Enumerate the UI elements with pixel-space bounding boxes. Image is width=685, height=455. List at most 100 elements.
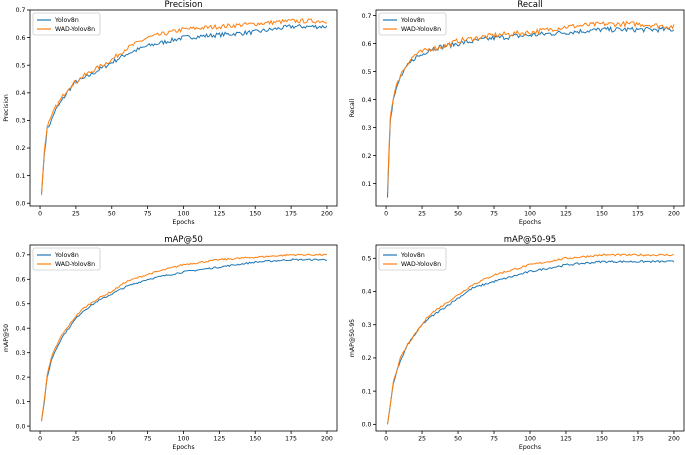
y-tick-label: 0.1	[16, 173, 26, 180]
y-axis-label: mAP@50	[2, 324, 10, 352]
y-tick-label: 0.5	[16, 62, 26, 69]
plot-frame	[29, 244, 338, 432]
y-tick-label: 0.6	[362, 41, 372, 48]
y-tick-label: 0.7	[362, 13, 372, 20]
y-tick-label: 0.2	[16, 374, 26, 381]
x-tick-label: 200	[321, 436, 333, 443]
x-tick-label: 0	[38, 211, 42, 218]
x-tick-label: 75	[490, 211, 498, 218]
x-tick-label: 150	[596, 211, 608, 218]
y-tick-label: 0.5	[16, 301, 26, 308]
plot-frame	[375, 9, 685, 207]
chart-title: mAP@50	[164, 235, 203, 245]
y-tick-label: 0.5	[362, 69, 372, 76]
y-tick-label: 0.3	[362, 322, 372, 329]
y-tick-label: 0.0	[16, 200, 26, 207]
chart-panel-3: mAP@50 0 25 50 75 100 125 150 175 200 0.0 0.1 0.2 0.3…	[2, 235, 338, 451]
series-line-yolov8n	[387, 25, 675, 198]
y-tick-label: 0.1	[362, 181, 372, 188]
x-tick-label: 125	[560, 211, 572, 218]
x-tick-label: 150	[596, 436, 608, 443]
y-tick-label: 0.6	[16, 276, 26, 283]
x-tick-label: 50	[108, 436, 116, 443]
legend-label-wad-yolov8n: WAD-Yolov8n	[401, 261, 441, 268]
legend-label-yolov8n: Yolov8n	[400, 252, 425, 259]
x-tick-label: 175	[632, 211, 644, 218]
series-line-yolov8n	[387, 260, 675, 425]
y-tick-label: 0.5	[362, 255, 372, 262]
series-line-wad-yolov8n	[387, 253, 674, 425]
series-line-wad-yolov8n	[40, 18, 327, 195]
legend-label-yolov8n: Yolov8n	[54, 252, 79, 259]
plot-frame	[29, 9, 338, 207]
y-tick-label: 0.7	[16, 252, 26, 259]
x-tick-label: 25	[72, 211, 80, 218]
chart-panel-1: Precision 0 25 50 75 100 125 150 175 200 0.0 0.1 0.2…	[3, 0, 338, 226]
x-tick-label: 0	[384, 436, 388, 443]
y-tick-label: 0.4	[362, 97, 372, 104]
chart-title: mAP@50-95	[504, 235, 556, 245]
y-tick-label: 0.4	[16, 90, 26, 97]
y-tick-label: 0.2	[362, 153, 372, 160]
y-tick-label: 0.0	[362, 422, 372, 429]
legend-label-yolov8n: Yolov8n	[54, 17, 79, 24]
x-axis-label: Epochs	[519, 444, 541, 451]
x-tick-label: 150	[249, 436, 261, 443]
y-axis-label: mAP@50-95	[348, 319, 356, 357]
x-tick-label: 75	[144, 211, 152, 218]
x-tick-label: 125	[213, 211, 225, 218]
y-tick-label: 0.1	[16, 399, 26, 406]
plot-frame	[375, 244, 685, 432]
legend-label-yolov8n: Yolov8n	[400, 17, 425, 24]
y-tick-label: 0.1	[362, 388, 372, 395]
series-line-yolov8n	[40, 258, 328, 422]
y-tick-label: 0.3	[16, 350, 26, 357]
x-axis-label: Epochs	[172, 444, 194, 451]
x-tick-label: 25	[72, 436, 80, 443]
chart-panel-2: Recall 0 25 50 75 100 125 150 175 200 0.1 0.2 0.3 0.4…	[349, 0, 685, 226]
x-tick-label: 75	[490, 436, 498, 443]
y-tick-label: 0.7	[16, 7, 26, 14]
x-tick-label: 200	[668, 436, 680, 443]
y-axis-label: Recall	[349, 98, 356, 117]
chart-title: Precision	[165, 0, 203, 10]
x-tick-label: 150	[249, 211, 261, 218]
y-tick-label: 0.6	[16, 35, 26, 42]
legend-label-wad-yolov8n: WAD-Yolov8n	[55, 261, 95, 268]
x-tick-label: 100	[524, 436, 536, 443]
series-line-wad-yolov8n	[387, 20, 675, 193]
x-tick-label: 25	[418, 211, 426, 218]
legend-label-wad-yolov8n: WAD-Yolov8n	[55, 26, 95, 33]
x-tick-label: 100	[524, 211, 536, 218]
x-tick-label: 125	[213, 436, 225, 443]
y-tick-label: 0.4	[362, 289, 372, 296]
x-axis-label: Epochs	[172, 219, 194, 226]
x-tick-label: 100	[178, 211, 190, 218]
y-tick-label: 0.4	[16, 325, 26, 332]
x-tick-label: 0	[38, 436, 42, 443]
y-tick-label: 0.3	[16, 118, 26, 125]
y-tick-label: 0.2	[16, 145, 26, 152]
x-tick-label: 0	[384, 211, 388, 218]
x-tick-label: 50	[454, 211, 462, 218]
chart-title: Recall	[517, 0, 542, 10]
x-tick-label: 25	[418, 436, 426, 443]
x-tick-label: 175	[632, 436, 644, 443]
x-tick-label: 200	[668, 211, 680, 218]
x-tick-label: 50	[108, 211, 116, 218]
y-tick-label: 0.2	[362, 355, 372, 362]
x-tick-label: 125	[560, 436, 572, 443]
y-tick-label: 0.0	[16, 423, 26, 430]
x-axis-label: Epochs	[519, 219, 541, 226]
x-tick-label: 75	[144, 436, 152, 443]
x-tick-label: 50	[454, 436, 462, 443]
x-tick-label: 175	[285, 436, 297, 443]
chart-panel-4: mAP@50-95 0 25 50 75 100 125 150 175 200 0.0 0.1 0.2…	[348, 235, 685, 451]
x-tick-label: 175	[285, 211, 297, 218]
x-tick-label: 200	[321, 211, 333, 218]
y-axis-label: Precision	[3, 94, 10, 122]
x-tick-label: 100	[178, 436, 190, 443]
series-line-yolov8n	[40, 23, 328, 195]
y-tick-label: 0.3	[362, 125, 372, 132]
